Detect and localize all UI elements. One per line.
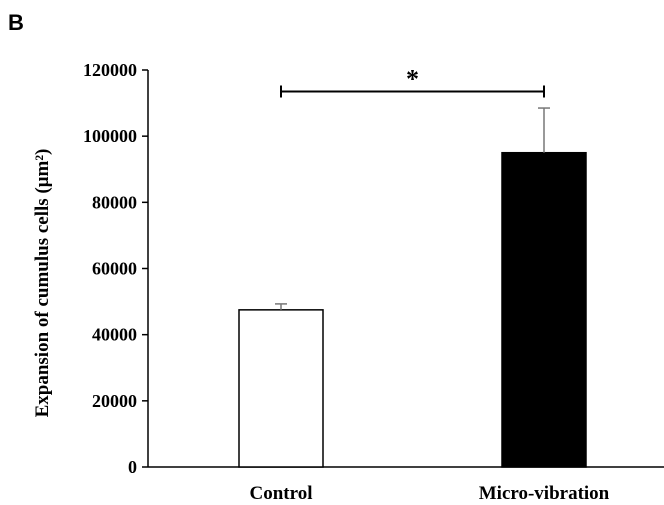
significance-label: *	[406, 65, 419, 94]
category-labels: Control Micro-vibration	[250, 483, 610, 504]
y-tick-label: 80000	[92, 192, 137, 212]
bar-control	[238, 309, 324, 468]
panel-label: B	[8, 10, 24, 35]
y-tick-label: 0	[128, 457, 137, 477]
y-axis-title: Expansion of cumulus cells (μm²)	[32, 149, 53, 418]
bar-micro-vibration	[501, 151, 587, 468]
y-tick-label: 100000	[83, 126, 137, 146]
y-tick-label: 60000	[92, 259, 137, 279]
y-tick-label: 120000	[83, 60, 137, 80]
category-label: Control	[250, 483, 313, 504]
y-tick-label: 20000	[92, 391, 137, 411]
y-tick-label: 40000	[92, 325, 137, 345]
error-bars	[275, 107, 550, 310]
bars	[238, 151, 587, 468]
y-ticks: 0 20000 40000 60000 80000 100000 120000	[83, 60, 148, 477]
significance-bracket: *	[280, 65, 545, 98]
category-label: Micro-vibration	[479, 483, 610, 504]
